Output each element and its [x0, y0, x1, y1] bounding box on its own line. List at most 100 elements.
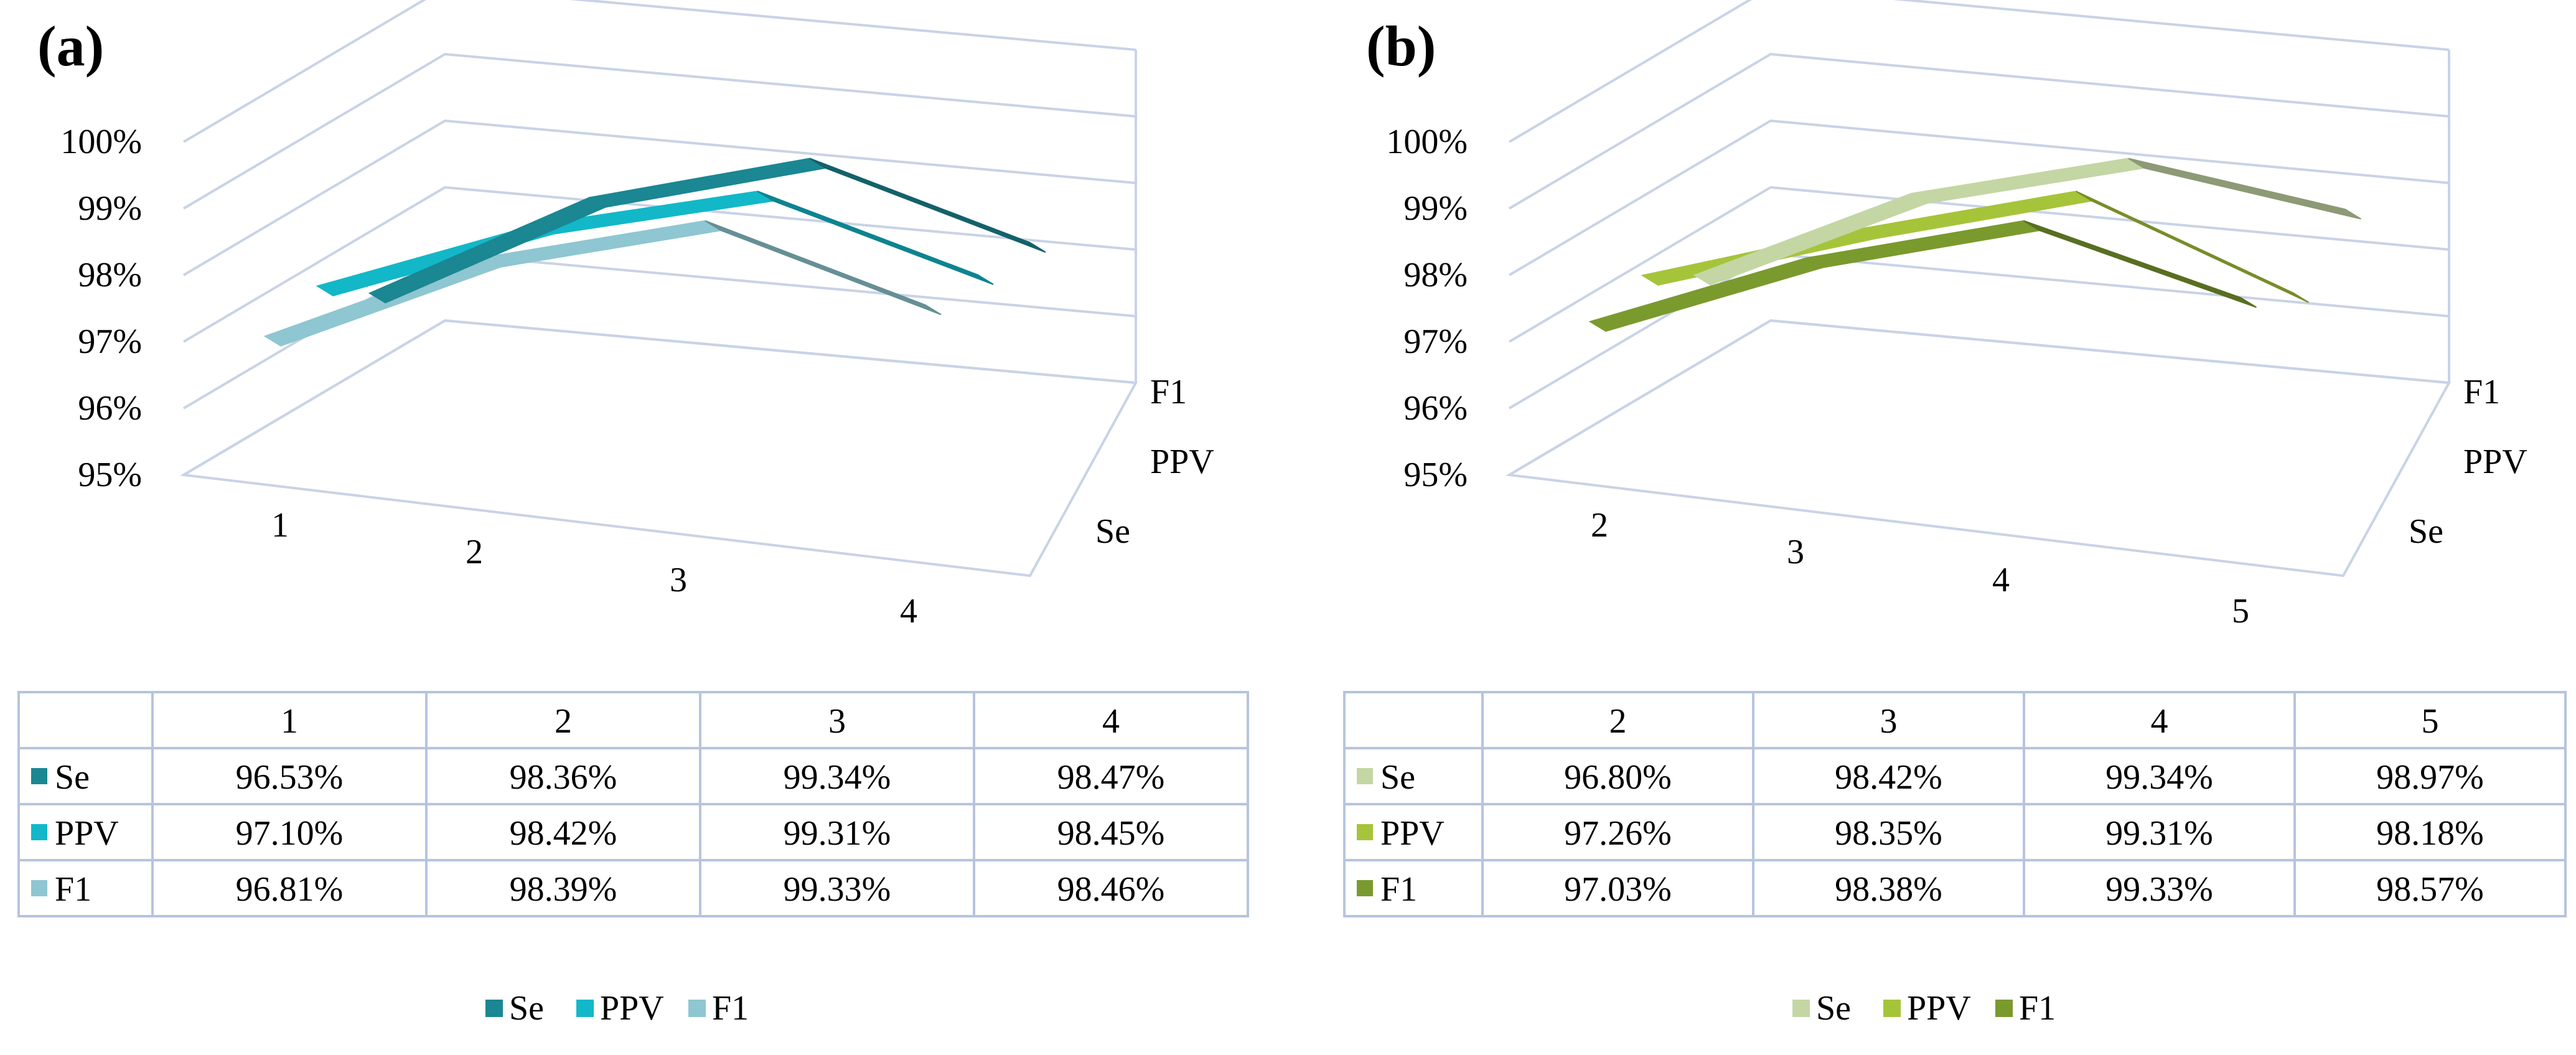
- table-value-cell: 98.38%: [1835, 870, 1942, 909]
- table-header-cell: 2: [555, 702, 572, 741]
- panel-label: (a): [37, 14, 104, 78]
- legend-swatch: [1792, 1000, 1810, 1017]
- ribbon-ppv-segment: [757, 190, 994, 285]
- gridline: [182, 0, 1136, 143]
- gridline: [1508, 0, 2450, 143]
- x-tick-label: 2: [466, 533, 483, 571]
- x-tick-label: 1: [271, 506, 289, 545]
- ribbon-se-segment: [1909, 157, 2146, 204]
- y-tick-label: 97%: [1403, 322, 1468, 361]
- gridline: [182, 252, 1136, 410]
- gridline: [1508, 119, 2450, 276]
- table-row-label: F1: [1380, 870, 1417, 909]
- ribbon-f1-segment: [2023, 220, 2257, 308]
- table-value-cell: 96.81%: [236, 870, 344, 909]
- table-value-cell: 97.03%: [1564, 870, 1672, 909]
- legend-swatch: [31, 768, 47, 784]
- table-header-cell: 4: [2151, 702, 2168, 741]
- legend-swatch: [1995, 1000, 2013, 1017]
- gridline: [182, 185, 1136, 343]
- table-row-label: F1: [55, 870, 91, 909]
- legend-swatch: [31, 880, 47, 896]
- ribbon-se-segment: [809, 157, 1046, 253]
- y-tick-label: 98%: [1403, 256, 1468, 294]
- table-value-cell: 98.46%: [1057, 870, 1165, 909]
- legend-label: PPV: [600, 989, 664, 1028]
- floor-outline: [1505, 319, 2452, 578]
- y-tick-label: 98%: [78, 256, 142, 294]
- legend-label: F1: [2019, 989, 2056, 1028]
- table-value-cell: 99.34%: [784, 758, 891, 797]
- depth-axis-label: F1: [2463, 373, 2500, 411]
- table-value-cell: 98.42%: [1835, 758, 1942, 797]
- x-tick-label: 3: [1787, 533, 1804, 571]
- ribbon-f1-segment: [705, 220, 942, 316]
- table-value-cell: 97.10%: [236, 814, 344, 853]
- table-value-cell: 98.18%: [2376, 814, 2484, 853]
- gridline: [182, 119, 1136, 276]
- legend-swatch: [576, 1000, 594, 1017]
- table-value-cell: 98.39%: [510, 870, 617, 909]
- legend-swatch: [1357, 824, 1373, 840]
- table-row-label: Se: [55, 758, 90, 797]
- gridline: [1508, 185, 2450, 343]
- legend-label: PPV: [1907, 989, 1971, 1028]
- y-tick-label: 96%: [78, 389, 142, 428]
- table-value-cell: 98.47%: [1057, 758, 1165, 797]
- gridline: [182, 52, 1136, 210]
- table-value-cell: 96.53%: [236, 758, 344, 797]
- table-value-cell: 98.35%: [1835, 814, 1942, 853]
- table-row-label: PPV: [1380, 814, 1445, 853]
- x-tick-label: 5: [2232, 592, 2249, 631]
- y-tick-label: 99%: [78, 189, 142, 228]
- legend: Se PPV F1: [1792, 989, 2056, 1028]
- legend-label: Se: [509, 989, 544, 1028]
- table-header-cell: 1: [281, 702, 298, 741]
- ribbon-ppv-segment: [2076, 190, 2309, 303]
- table-value-cell: 99.34%: [2105, 758, 2213, 797]
- legend-swatch: [1357, 880, 1373, 896]
- table-value-cell: 99.31%: [784, 814, 891, 853]
- legend-swatch: [485, 1000, 503, 1017]
- chart-panel-b: (b) 95% 96% 97% 98% 99% 100% 2 3 4 5 F1 PPV Se 2 3 4 5 Se 9…: [1343, 0, 2567, 1028]
- ribbon-se-segment: [2128, 157, 2361, 220]
- legend-swatch: [31, 824, 47, 840]
- table-header-cell: 3: [828, 702, 846, 741]
- table-value-cell: 96.80%: [1564, 758, 1672, 797]
- depth-axis-label: Se: [1095, 512, 1130, 551]
- table-value-cell: 99.33%: [2105, 870, 2213, 909]
- gridline: [182, 319, 1136, 476]
- table-value-cell: 98.42%: [510, 814, 617, 853]
- y-tick-label: 100%: [1386, 123, 1468, 161]
- y-tick-label: 95%: [1403, 456, 1468, 494]
- depth-axis-label: PPV: [2463, 443, 2527, 481]
- x-tick-label: 4: [900, 592, 917, 631]
- legend-swatch: [688, 1000, 706, 1017]
- gridline: [1508, 319, 2450, 476]
- depth-axis-label: F1: [1150, 373, 1187, 411]
- table-value-cell: 99.31%: [2105, 814, 2213, 853]
- data-table: 1 2 3 4 Se 96.53% 98.36% 99.34% 98.47% PPV 97.10% 9…: [17, 691, 1249, 917]
- gridline: [1508, 52, 2450, 210]
- legend-label: F1: [712, 989, 749, 1028]
- legend-label: Se: [1816, 989, 1851, 1028]
- x-tick-label: 3: [670, 561, 687, 599]
- table-header-cell: 2: [1609, 702, 1627, 741]
- table-value-cell: 99.33%: [784, 870, 891, 909]
- legend: Se PPV F1: [485, 989, 749, 1028]
- table-header-cell: 5: [2422, 702, 2439, 741]
- depth-axis-label: PPV: [1150, 443, 1214, 481]
- y-tick-label: 97%: [78, 322, 142, 361]
- table-value-cell: 98.57%: [2376, 870, 2484, 909]
- panel-label: (b): [1366, 14, 1436, 78]
- table-header-cell: 4: [1102, 702, 1120, 741]
- y-tick-label: 96%: [1403, 389, 1468, 428]
- table-header-cell: 3: [1880, 702, 1898, 741]
- y-tick-label: 99%: [1403, 189, 1468, 228]
- table-row-label: PPV: [55, 814, 119, 853]
- table-value-cell: 98.97%: [2376, 758, 2484, 797]
- y-tick-label: 95%: [78, 456, 142, 494]
- table-value-cell: 98.45%: [1057, 814, 1165, 853]
- depth-axis-label: Se: [2409, 512, 2443, 551]
